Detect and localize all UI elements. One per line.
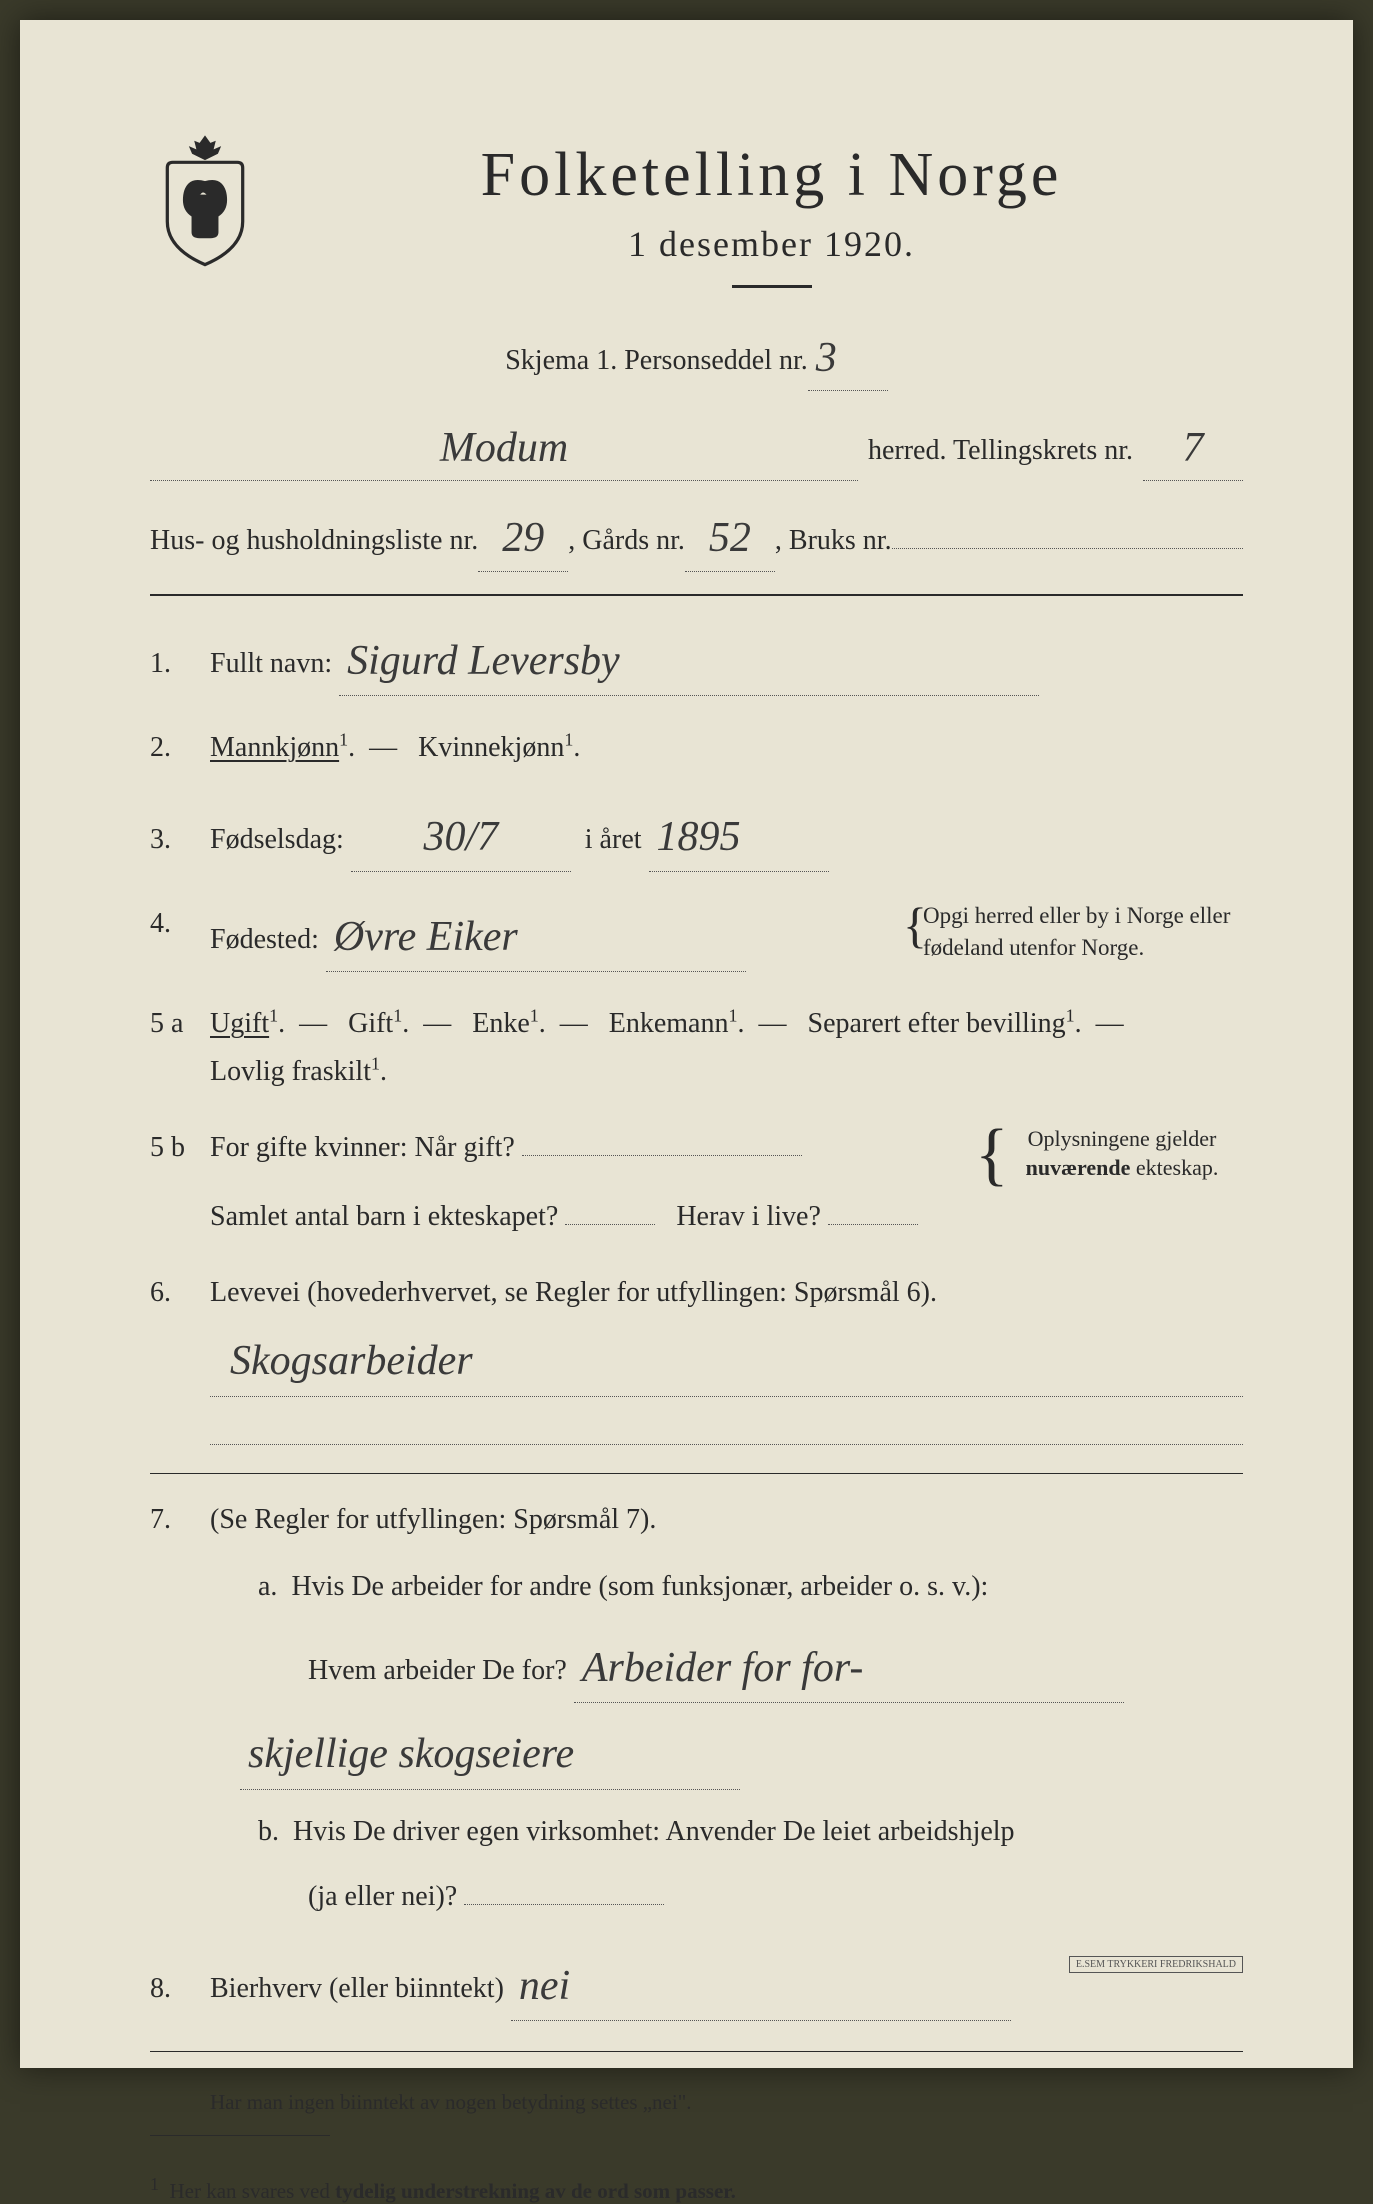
q7a-sub: Hvem arbeider De for? xyxy=(308,1655,567,1686)
huslist-nr: 29 xyxy=(502,515,544,561)
skjema-label: Skjema 1. Personseddel nr. xyxy=(505,339,808,384)
footnote: 1 Her kan svares ved tydelig understrekn… xyxy=(150,2166,1243,2204)
q5a-fraskilt: Lovlig fraskilt xyxy=(210,1056,371,1087)
q1-row: 1. Fullt navn: Sigurd Leversby xyxy=(150,624,1243,696)
title-divider xyxy=(732,285,812,288)
q7-row: 7. (Se Regler for utfyllingen: Spørsmål … xyxy=(150,1496,1243,1921)
q7a-value: Arbeider for for- xyxy=(582,1645,863,1691)
divider-1 xyxy=(150,594,1243,596)
q4-value: Øvre Eiker xyxy=(334,914,518,960)
huslist-row: Hus- og husholdningsliste nr. 29 , Gårds… xyxy=(150,503,1243,571)
tellingskrets-nr: 7 xyxy=(1183,425,1204,471)
q6-row: 6. Levevei (hovederhvervet, se Regler fo… xyxy=(150,1269,1243,1445)
q1-value: Sigurd Leversby xyxy=(347,638,620,684)
q2-mann: Mannkjønn xyxy=(210,732,339,763)
q5b-num: 5 b xyxy=(150,1124,210,1172)
footnote-divider xyxy=(150,2135,330,2136)
herred-label: herred. Tellingskrets nr. xyxy=(868,429,1133,474)
title-block: Folketelling i Norge 1 desember 1920. xyxy=(300,140,1243,313)
q7a-label: Hvis De arbeider for andre (som funksjon… xyxy=(291,1571,988,1602)
q2-kvinne: Kvinnekjønn xyxy=(418,732,564,763)
q2-num: 2. xyxy=(150,724,210,772)
q5a-num: 5 a xyxy=(150,1000,210,1048)
q2-row: 2. Mannkjønn1. — Kvinnekjønn1. xyxy=(150,724,1243,772)
printer-mark: E.SEM TRYKKERI FREDRIKSHALD xyxy=(1069,1956,1243,1973)
q5b-note: { Oplysningene gjelder nuværende ekteska… xyxy=(983,1124,1243,1183)
q8-value: nei xyxy=(519,1963,570,2009)
census-form-page: Folketelling i Norge 1 desember 1920. Sk… xyxy=(20,20,1353,2068)
q5a-enke: Enke xyxy=(472,1008,530,1039)
q6-value: Skogsarbeider xyxy=(230,1338,473,1384)
q3-year: 1895 xyxy=(657,814,741,860)
q1-num: 1. xyxy=(150,640,210,688)
q7a-value2: skjellige skogseiere xyxy=(248,1731,574,1777)
q5b-label1: For gifte kvinner: Når gift? xyxy=(210,1132,515,1163)
footnote-marker: 1 xyxy=(150,2174,159,2194)
subtitle: 1 desember 1920. xyxy=(300,223,1243,265)
q8-num: 8. xyxy=(150,1965,210,2013)
q5a-enkemann: Enkemann xyxy=(609,1008,729,1039)
herred-row: Modum herred. Tellingskrets nr. 7 xyxy=(150,413,1243,481)
q5a-separert: Separert efter bevilling xyxy=(808,1008,1066,1039)
herred-name: Modum xyxy=(440,425,568,471)
q5a-row: 5 a Ugift1. — Gift1. — Enke1. — Enkemann… xyxy=(150,1000,1243,1095)
main-title: Folketelling i Norge xyxy=(300,140,1243,211)
q5a-ugift: Ugift xyxy=(210,1008,269,1039)
q3-label: Fødselsdag: xyxy=(210,824,344,855)
q4-row: 4. Fødested: Øvre Eiker { Opgi herred el… xyxy=(150,900,1243,972)
q4-label: Fødested: xyxy=(210,924,319,955)
q7-num: 7. xyxy=(150,1496,210,1544)
q6-num: 6. xyxy=(150,1269,210,1317)
bruks-label: , Bruks nr. xyxy=(775,519,892,564)
q7b-label: Hvis De driver egen virksomhet: Anvender… xyxy=(293,1816,1015,1847)
gards-label: , Gårds nr. xyxy=(568,519,685,564)
q4-note-text: Opgi herred eller by i Norge eller fødel… xyxy=(923,903,1230,960)
q3-day: 30/7 xyxy=(423,814,498,860)
q4-num: 4. xyxy=(150,900,210,948)
q3-year-label: i året xyxy=(585,824,642,855)
q7-label: (Se Regler for utfyllingen: Spørsmål 7). xyxy=(210,1496,1243,1544)
q3-num: 3. xyxy=(150,816,210,864)
q8-label: Bierhverv (eller biinntekt) xyxy=(210,1973,504,2004)
footnote-caption: Har man ingen biinntekt av nogen betydni… xyxy=(150,2082,1243,2115)
q4-note: { Opgi herred eller by i Norge eller fød… xyxy=(923,900,1243,964)
q7b-sub: (ja eller nei)? xyxy=(308,1881,457,1912)
q5b-label3: Herav i live? xyxy=(676,1201,821,1232)
q1-label: Fullt navn: xyxy=(210,648,332,679)
divider-2 xyxy=(150,1473,1243,1474)
skjema-row: Skjema 1. Personseddel nr. 3 xyxy=(150,323,1243,391)
q5b-label2: Samlet antal barn i ekteskapet? xyxy=(210,1201,558,1232)
gards-nr: 52 xyxy=(709,515,751,561)
q5b-row: 5 b For gifte kvinner: Når gift? Samlet … xyxy=(150,1124,1243,1241)
q5a-gift: Gift xyxy=(348,1008,393,1039)
q6-label: Levevei (hovederhvervet, se Regler for u… xyxy=(210,1269,1243,1317)
personseddel-nr: 3 xyxy=(816,335,837,381)
coat-of-arms-icon xyxy=(150,130,260,270)
divider-3 xyxy=(150,2051,1243,2052)
header: Folketelling i Norge 1 desember 1920. xyxy=(150,140,1243,313)
q3-row: 3. Fødselsdag: 30/7 i året 1895 xyxy=(150,800,1243,872)
huslist-label: Hus- og husholdningsliste nr. xyxy=(150,519,478,564)
